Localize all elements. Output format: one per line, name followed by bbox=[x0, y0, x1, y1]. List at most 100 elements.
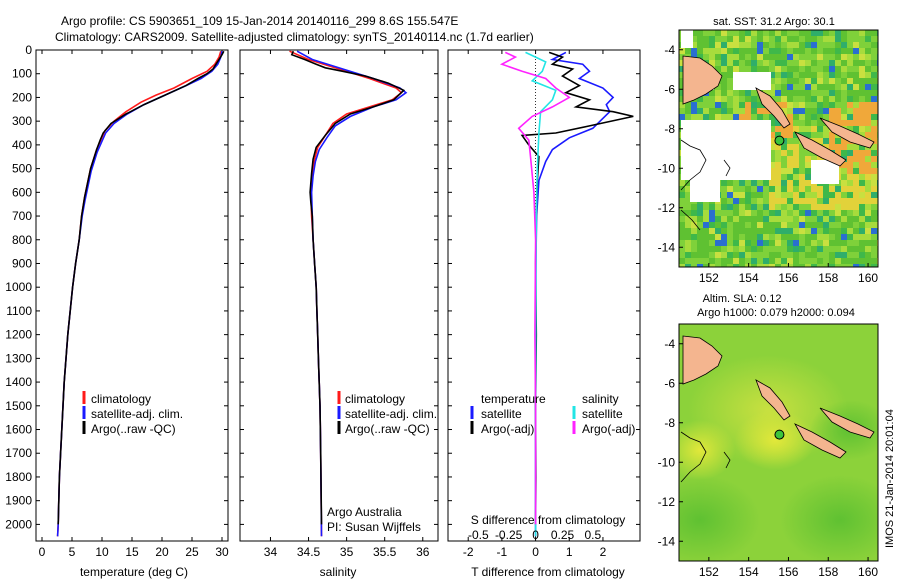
series-t-satellite bbox=[534, 51, 615, 537]
sst-cell bbox=[751, 204, 757, 210]
sst-cell bbox=[739, 108, 745, 114]
sst-cell bbox=[751, 66, 757, 72]
sst-cell bbox=[793, 30, 799, 36]
sst-cell bbox=[853, 246, 859, 252]
sst-cell bbox=[835, 114, 841, 120]
sst-cell bbox=[727, 114, 733, 120]
sst-cell bbox=[751, 228, 757, 234]
sst-cell bbox=[733, 222, 739, 228]
legend-label-climatology: climatology bbox=[91, 392, 151, 406]
sst-cell bbox=[829, 246, 835, 252]
sst-cell bbox=[733, 108, 739, 114]
sst-cell bbox=[847, 84, 853, 90]
sst-cell bbox=[871, 204, 877, 210]
sst-cell bbox=[865, 96, 871, 102]
sst-cell bbox=[823, 252, 829, 258]
x-tick-label: 0 bbox=[532, 545, 539, 559]
sst-cell bbox=[835, 78, 841, 84]
sst-cell bbox=[751, 114, 757, 120]
sst-cell bbox=[841, 162, 847, 168]
sst-cell bbox=[703, 96, 709, 102]
sst-cell bbox=[775, 222, 781, 228]
sst-cell bbox=[703, 204, 709, 210]
sst-cell bbox=[805, 102, 811, 108]
sst-cell bbox=[817, 30, 823, 36]
sst-cell bbox=[871, 144, 877, 150]
sst-cell bbox=[793, 120, 799, 126]
sst-cell bbox=[781, 42, 787, 48]
sst-cell bbox=[859, 168, 865, 174]
legend-label-climatology: climatology bbox=[345, 392, 405, 406]
map-y-tick-label: -6 bbox=[664, 82, 675, 96]
sst-cell bbox=[697, 30, 703, 36]
sst-cell bbox=[721, 84, 727, 90]
sst-cell bbox=[853, 48, 859, 54]
sst-cell bbox=[871, 222, 877, 228]
map-y-tick-label: -4 bbox=[664, 43, 675, 57]
sst-cell bbox=[829, 72, 835, 78]
sst-cell bbox=[811, 48, 817, 54]
sst-cell bbox=[769, 234, 775, 240]
sst-cell bbox=[847, 246, 853, 252]
sst-cell bbox=[835, 216, 841, 222]
sst-cell bbox=[715, 210, 721, 216]
sst-cell bbox=[811, 210, 817, 216]
sst-cell bbox=[721, 72, 727, 78]
sst-cell bbox=[829, 144, 835, 150]
sst-cell bbox=[853, 90, 859, 96]
sst-cell bbox=[721, 96, 727, 102]
sst-cell bbox=[703, 102, 709, 108]
y-tick-label: 300 bbox=[12, 114, 32, 128]
solomon-island-land bbox=[794, 423, 847, 459]
sst-cell bbox=[811, 78, 817, 84]
sst-cell bbox=[823, 102, 829, 108]
sst-cell bbox=[739, 210, 745, 216]
sst-cell bbox=[799, 234, 805, 240]
sst-cell bbox=[847, 114, 853, 120]
sst-cell bbox=[799, 126, 805, 132]
sst-cell bbox=[781, 84, 787, 90]
sst-cell bbox=[751, 192, 757, 198]
y-tick-label: 1200 bbox=[5, 328, 32, 342]
sst-cell bbox=[787, 66, 793, 72]
sst-cell bbox=[871, 72, 877, 78]
sst-cell bbox=[703, 252, 709, 258]
sst-cell bbox=[865, 54, 871, 60]
sst-cell bbox=[763, 186, 769, 192]
salinity-axes-frame bbox=[239, 49, 439, 542]
sst-cell bbox=[709, 96, 715, 102]
sst-cell bbox=[727, 252, 733, 258]
sst-cell bbox=[679, 108, 685, 114]
sst-cell bbox=[823, 258, 829, 264]
sst-cell bbox=[685, 102, 691, 108]
sst-cell bbox=[829, 210, 835, 216]
sst-cell bbox=[775, 150, 781, 156]
sst-cell bbox=[727, 36, 733, 42]
sst-cell bbox=[691, 216, 697, 222]
sst-cell bbox=[829, 102, 835, 108]
sst-cell bbox=[871, 90, 877, 96]
sst-cell bbox=[745, 240, 751, 246]
sst-cell bbox=[739, 60, 745, 66]
sst-cell bbox=[721, 234, 727, 240]
sst-cell bbox=[817, 108, 823, 114]
sst-cell bbox=[853, 222, 859, 228]
sst-cell bbox=[799, 84, 805, 90]
sst-cell bbox=[805, 132, 811, 138]
sst-cell bbox=[787, 72, 793, 78]
sst-cell bbox=[847, 42, 853, 48]
sst-cell bbox=[757, 246, 763, 252]
sla-low-region bbox=[679, 475, 760, 561]
sst-cell bbox=[787, 144, 793, 150]
sst-cell bbox=[781, 156, 787, 162]
sst-cell bbox=[871, 228, 877, 234]
sst-cell bbox=[829, 66, 835, 72]
y-tick-label: 700 bbox=[12, 209, 32, 223]
sst-cell bbox=[865, 246, 871, 252]
sst-cell bbox=[757, 42, 763, 48]
sst-cell bbox=[871, 60, 877, 66]
sst-cell bbox=[781, 204, 787, 210]
sst-cell bbox=[775, 240, 781, 246]
sst-cell bbox=[853, 174, 859, 180]
sst-cell bbox=[841, 168, 847, 174]
